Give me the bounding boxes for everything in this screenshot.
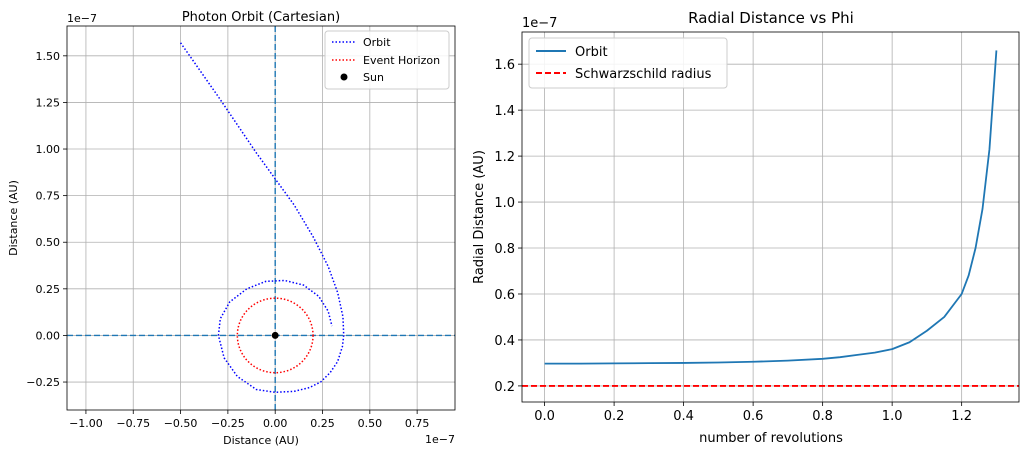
x-tick-label: 0.50 [358, 417, 383, 430]
x-tick-label: 0.4 [673, 409, 694, 424]
y-axis-label: Distance (AU) [7, 180, 20, 256]
legend-event-horizon-label: Event Horizon [363, 54, 440, 67]
x-axis-label: Distance (AU) [223, 434, 299, 447]
x-axis-label: number of revolutions [699, 431, 843, 446]
orbit-radial-line [544, 50, 998, 365]
chart-title: Photon Orbit (Cartesian) [182, 10, 340, 25]
chart-title: Radial Distance vs Phi [688, 9, 854, 27]
orbit-line [179, 42, 345, 394]
plot-frame [66, 25, 456, 411]
sun-marker [271, 331, 279, 339]
y-tick-label: 0.25 [36, 283, 61, 296]
legend-box [324, 30, 450, 90]
y-tick-label: 1.6 [494, 58, 515, 73]
y-axis-ticks: 0.2 0.4 0.6 0.8 1.0 1.2 1.4 1.6 [494, 58, 522, 395]
y-tick-label: 0.2 [494, 380, 515, 395]
legend-sun-marker [340, 73, 348, 81]
x-axis-ticks: −1.00 −0.75 −0.50 −0.25 0.00 0.25 0.50 0.75 [69, 410, 429, 430]
legend-box [528, 37, 728, 89]
x-tick-label: 0.2 [604, 409, 625, 424]
series-layer [522, 50, 1019, 387]
x-tick-label: −1.00 [69, 417, 103, 430]
y-tick-label: 0.6 [494, 288, 515, 303]
y-tick-label: −0.25 [26, 376, 60, 389]
y-axis-offset-text: 1e−7 [67, 12, 97, 25]
x-tick-label: 0.00 [263, 417, 288, 430]
legend: Orbit Event Horizon Sun [324, 30, 450, 90]
plot-frame [521, 31, 1020, 403]
y-tick-label: 0.75 [36, 190, 61, 203]
radial-distance-chart: Radial Distance vs Phi 0.0 0.2 0.4 0.6 0.8 1.… [472, 9, 1020, 446]
x-tick-label: −0.25 [211, 417, 245, 430]
event-horizon-circle [236, 297, 314, 374]
legend-orbit-label: Orbit [575, 45, 608, 60]
y-tick-label: 1.2 [494, 150, 515, 165]
x-axis-ticks: 0.0 0.2 0.4 0.6 0.8 1.0 1.2 [534, 402, 972, 424]
y-axis-label: Radial Distance (AU) [472, 150, 487, 284]
legend-orbit-label: Orbit [363, 36, 391, 49]
y-axis-ticks: −0.25 0.00 0.25 0.50 0.75 1.00 1.25 1.50 [26, 50, 67, 389]
series-layer [179, 42, 345, 394]
cartesian-chart: Photon Orbit (Cartesian) −1.00 −0.75 −0.50… [7, 10, 456, 447]
y-tick-label: 0.8 [494, 242, 515, 257]
y-tick-label: 1.50 [36, 50, 61, 63]
legend: Orbit Schwarzschild radius [528, 37, 728, 89]
x-tick-label: −0.50 [164, 417, 198, 430]
y-tick-label: 1.0 [494, 196, 515, 211]
legend-sun-label: Sun [363, 71, 384, 84]
x-tick-label: −0.75 [116, 417, 150, 430]
y-tick-label: 1.25 [36, 96, 61, 109]
y-tick-label: 0.4 [494, 334, 515, 349]
x-tick-label: 0.8 [812, 409, 833, 424]
x-tick-label: 1.0 [882, 409, 903, 424]
legend-schwarzschild-label: Schwarzschild radius [575, 67, 712, 82]
x-tick-label: 0.0 [534, 409, 555, 424]
x-tick-label: 0.75 [405, 417, 430, 430]
x-tick-label: 0.25 [310, 417, 335, 430]
y-tick-label: 1.00 [36, 143, 61, 156]
x-tick-label: 0.6 [743, 409, 764, 424]
y-tick-label: 0.00 [36, 329, 61, 342]
y-tick-label: 0.50 [36, 236, 61, 249]
reference-lines [67, 26, 455, 410]
y-axis-offset-text: 1e−7 [522, 16, 557, 31]
x-axis-offset-text: 1e−7 [425, 433, 455, 446]
x-tick-label: 1.2 [951, 409, 972, 424]
y-tick-label: 1.4 [494, 104, 515, 119]
